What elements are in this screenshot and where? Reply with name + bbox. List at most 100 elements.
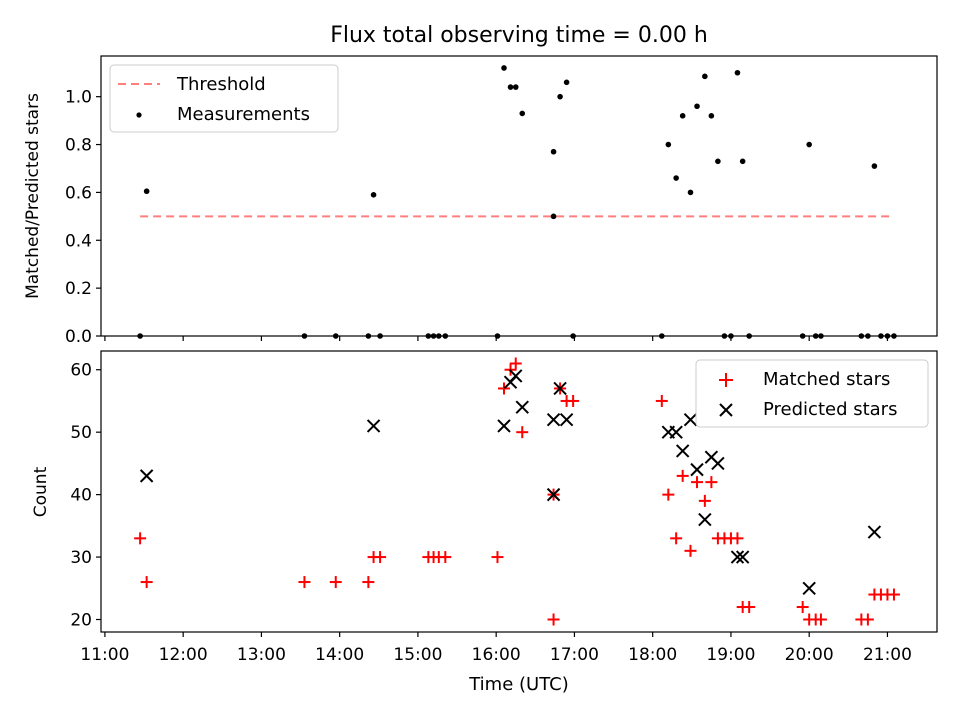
- ratio-legend-box: [109, 64, 339, 133]
- count-y-axis-label: Count: [31, 466, 51, 517]
- count-x-tick-label: 20:00: [785, 645, 834, 665]
- matched-stars-point: [691, 476, 704, 489]
- predicted-stars-point: [669, 425, 683, 439]
- measurements-point: [143, 188, 150, 195]
- count-x-tick-label: 12:00: [159, 645, 208, 665]
- count-y-tick-label: 30: [70, 548, 92, 568]
- count-y-tick-label: 50: [70, 423, 92, 443]
- count-axes-frame: [100, 350, 938, 633]
- predicted-stars-point: [802, 581, 816, 595]
- ratio-y-tick-label: 0.6: [65, 183, 92, 203]
- predicted-stars-point: [867, 525, 882, 539]
- measurements-point: [806, 141, 812, 148]
- count-y-axis-ticks: 20 30 40 50 60: [70, 361, 101, 631]
- ratio-y-tick-label: 0.0: [65, 327, 92, 347]
- predicted-stars-point: [683, 412, 698, 427]
- count-x-tick-label: 19:00: [706, 645, 755, 665]
- measurements-point: [679, 113, 686, 119]
- measurements-legend-label: Measurements: [177, 104, 310, 125]
- matched-stars-point: [698, 494, 711, 507]
- count-y-tick-label: 60: [70, 361, 92, 381]
- matched-stars-point: [705, 476, 718, 489]
- measurements-point: [501, 65, 507, 71]
- count-x-tick-label: 13:00: [237, 645, 286, 665]
- measurements-point: [702, 73, 708, 80]
- matched-legend-label: Matched stars: [763, 369, 890, 390]
- predicted-stars-point: [698, 512, 712, 527]
- ratio-panel: 0.0 0.2 0.4 0.6 0.8 1.0 Matched/Predicted sta…: [23, 55, 938, 347]
- count-x-tick-label: 11:00: [80, 645, 129, 665]
- matched-stars-point: [743, 601, 756, 614]
- figure-title: Flux total observing time = 0.00 h: [330, 23, 708, 48]
- ratio-y-tick-label: 1.0: [65, 88, 92, 108]
- predicted-stars-point: [735, 550, 750, 564]
- matched-stars-point: [509, 357, 522, 370]
- measurements-legend-swatch: [136, 112, 142, 118]
- measurements-point: [550, 213, 557, 220]
- measurements-point: [694, 103, 700, 110]
- count-x-tick-label: 18:00: [628, 645, 677, 665]
- matched-stars-point: [670, 532, 683, 545]
- ratio-y-axis-label: Matched/Predicted stars: [23, 93, 43, 299]
- ratio-y-tick-label: 0.8: [65, 136, 92, 156]
- matched-stars-point: [676, 469, 689, 482]
- ratio-axes-frame: [100, 55, 938, 337]
- matched-stars-point: [887, 588, 900, 601]
- count-x-tick-label: 14:00: [315, 645, 364, 665]
- predicted-stars-point: [559, 412, 574, 427]
- measurements-point: [665, 141, 672, 148]
- count-x-axis-ticks: 11:00 12:00 13:00 14:00 15:00 16:00 17:00 18:00…: [80, 632, 912, 665]
- matched-stars-point: [140, 576, 153, 589]
- matched-legend-swatch: [719, 373, 733, 387]
- matched-stars-point: [298, 576, 311, 589]
- count-y-tick-label: 40: [70, 486, 92, 506]
- count-x-tick-label: 21:00: [863, 645, 912, 665]
- count-legend-box: [695, 359, 929, 428]
- measurements-point: [512, 84, 519, 90]
- ratio-legend: Threshold Measurements: [109, 64, 339, 133]
- measurements-point: [673, 175, 679, 181]
- matched-stars-point: [796, 601, 809, 614]
- matched-stars-point: [547, 613, 560, 626]
- measurements-point: [734, 69, 741, 76]
- measurements-point: [550, 148, 557, 155]
- matched-stars-point: [731, 532, 744, 545]
- count-plot-area: [134, 357, 900, 626]
- predicted-stars-point: [509, 369, 523, 383]
- matched-stars-point: [861, 613, 874, 626]
- matched-stars-point: [362, 576, 375, 589]
- ratio-x-axis-ticks: [104, 336, 889, 341]
- matched-stars-point: [684, 544, 697, 557]
- measurements-point: [507, 84, 514, 90]
- predicted-stars-point: [553, 381, 567, 396]
- predicted-stars-point: [690, 462, 704, 477]
- measurements-point: [715, 158, 721, 165]
- matched-stars-point: [134, 532, 147, 545]
- predicted-stars-point: [711, 456, 725, 471]
- x-axis-label: Time (UTC): [468, 674, 569, 695]
- predicted-stars-point: [730, 550, 745, 564]
- matched-stars-point: [329, 576, 342, 589]
- ratio-y-axis-ticks: 0.0 0.2 0.4 0.6 0.8 1.0: [65, 88, 101, 347]
- matched-stars-point: [491, 551, 504, 564]
- count-x-tick-label: 16:00: [472, 645, 521, 665]
- matched-stars-point: [439, 551, 452, 564]
- predicted-stars-point: [139, 469, 154, 483]
- matched-stars-point: [567, 394, 580, 407]
- matched-stars-point: [814, 613, 827, 626]
- threshold-legend-label: Threshold: [176, 74, 266, 95]
- matched-stars-point: [516, 426, 529, 439]
- measurements-point: [871, 163, 878, 169]
- predicted-stars-point: [675, 444, 690, 458]
- count-x-tick-label: 15:00: [393, 645, 442, 665]
- count-x-tick-label: 17:00: [550, 645, 599, 665]
- measurements-point: [519, 110, 526, 117]
- measurements-point: [739, 158, 746, 165]
- matched-stars-point: [662, 488, 675, 501]
- matched-stars-point: [655, 394, 668, 407]
- predicted-stars-point: [515, 400, 529, 414]
- count-legend: Matched stars Predicted stars: [695, 359, 929, 428]
- matched-stars-point: [498, 382, 511, 395]
- predicted-legend-label: Predicted stars: [763, 399, 897, 420]
